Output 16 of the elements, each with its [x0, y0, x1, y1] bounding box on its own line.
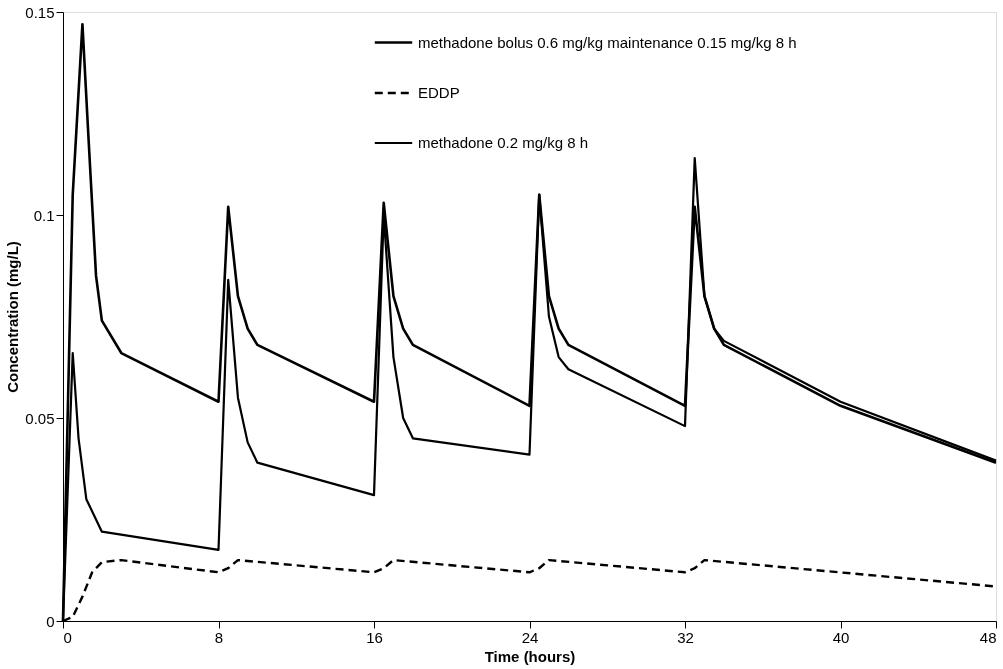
y-tick-label: 0.15: [25, 3, 55, 21]
x-tick-label: 8: [214, 628, 224, 646]
x-tick-label: 0: [63, 628, 72, 646]
x-tick-label: 16: [366, 628, 383, 646]
y-tick-label: 0.05: [25, 409, 55, 427]
x-tick-label: 32: [677, 628, 694, 646]
y-tick-label: 0: [46, 612, 55, 630]
x-tick-label: 40: [832, 628, 850, 646]
legend-label: methadone bolus 0.6 mg/kg maintenance 0.15 mg/kg 8 h: [418, 33, 797, 51]
y-axis-title: Concentration (mg/L): [4, 241, 22, 393]
x-tick-label: 48: [979, 628, 997, 646]
y-tick-label: 0.1: [33, 206, 55, 224]
legend-label: methadone 0.2 mg/kg 8 h: [418, 134, 589, 151]
x-tick-label: 24: [521, 628, 539, 646]
legend-label: EDDP: [418, 84, 460, 101]
x-axis-title: Time (hours): [484, 647, 576, 665]
